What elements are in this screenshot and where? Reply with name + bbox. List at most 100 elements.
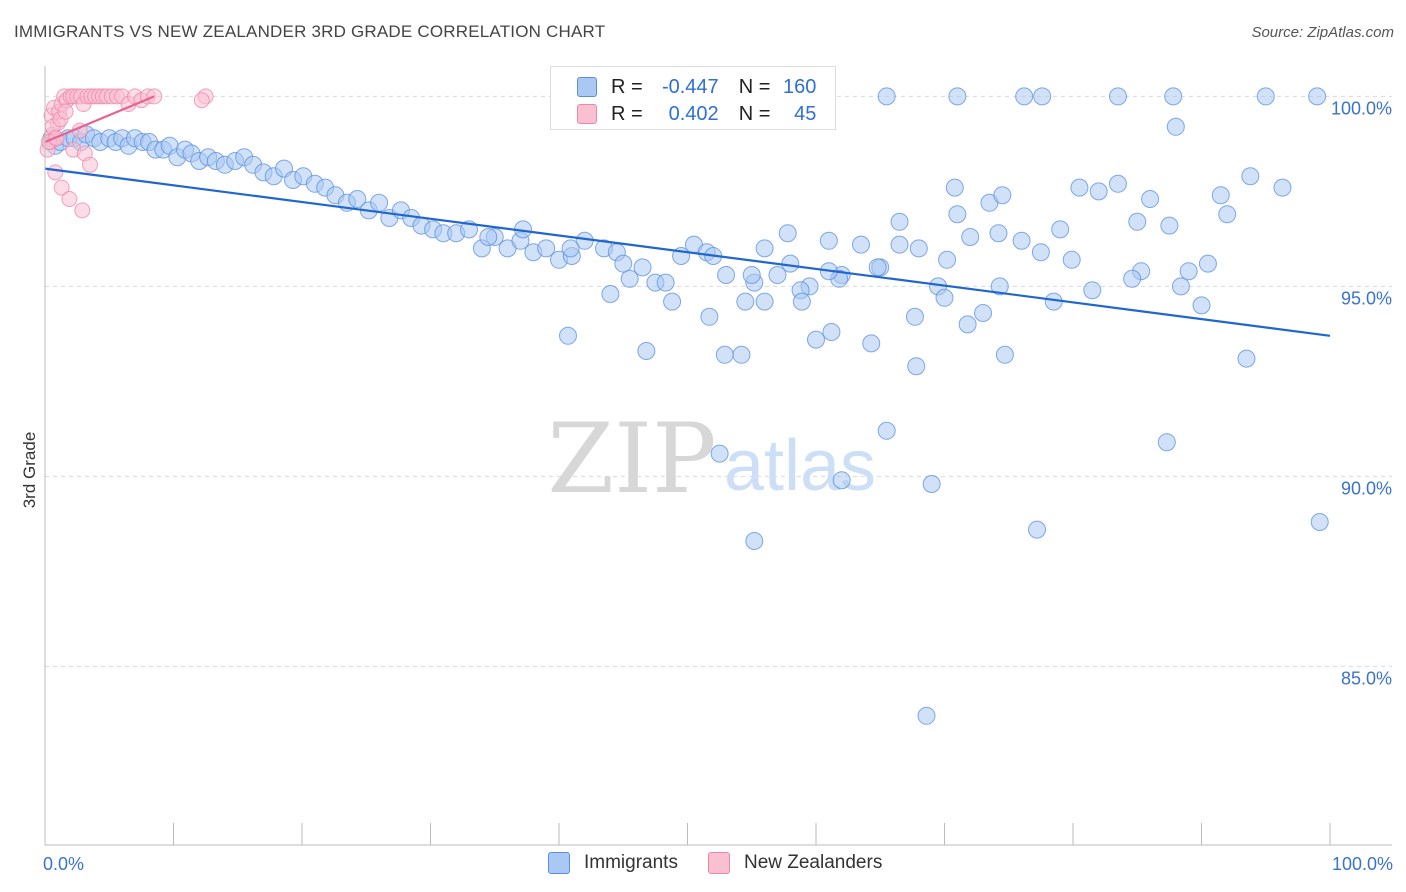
immigrants-point bbox=[995, 345, 1014, 364]
immigrants-point bbox=[736, 292, 755, 311]
immigrants-point bbox=[862, 334, 881, 353]
legend-row-new-zealanders: R = 0.402 N = 45 bbox=[577, 101, 816, 127]
immigrants-point bbox=[601, 285, 620, 303]
immigrants-point bbox=[868, 258, 887, 277]
immigrants-point bbox=[781, 254, 800, 273]
immigrants-point bbox=[1211, 186, 1230, 205]
legend-immigrants-label: Immigrants bbox=[584, 852, 678, 873]
immigrants-point bbox=[1089, 182, 1108, 201]
immigrants-point bbox=[1171, 277, 1190, 296]
immigrants-point bbox=[822, 323, 841, 341]
new-zealanders-r-value: 0.402 bbox=[668, 102, 719, 125]
new-zealanders-point bbox=[57, 103, 74, 120]
immigrants-r-value: -0.447 bbox=[661, 75, 719, 98]
immigrants-point bbox=[1160, 216, 1179, 235]
immigrants-point bbox=[479, 228, 498, 246]
immigrants-point bbox=[1256, 87, 1275, 106]
immigrants-point bbox=[989, 224, 1008, 243]
legend-new-zealanders-swatch bbox=[707, 852, 730, 874]
immigrants-point bbox=[348, 190, 367, 208]
y-tick-label: 85.0% bbox=[1341, 668, 1392, 688]
immigrants-point bbox=[1218, 205, 1237, 224]
immigrants-point bbox=[637, 342, 656, 360]
immigrants-point bbox=[755, 292, 774, 311]
immigrants-point bbox=[717, 266, 736, 284]
immigrants-point bbox=[1051, 220, 1070, 239]
immigrants-point bbox=[1179, 262, 1198, 281]
legend-r-label: R = bbox=[611, 102, 643, 125]
immigrants-point bbox=[922, 475, 941, 493]
new-zealanders-point bbox=[74, 202, 91, 219]
immigrants-point bbox=[1308, 87, 1327, 106]
watermark-zip: ZIP bbox=[547, 403, 716, 515]
immigrants-point bbox=[890, 212, 909, 231]
legend-r-label: R = bbox=[611, 75, 643, 98]
x-tick-label: 100.0% bbox=[1332, 854, 1393, 874]
immigrants-point bbox=[974, 304, 993, 322]
immigrants-point bbox=[633, 258, 652, 277]
immigrants-point bbox=[1310, 513, 1329, 531]
immigrants-point bbox=[938, 250, 957, 269]
immigrants-point bbox=[1157, 433, 1176, 452]
immigrants-point bbox=[1166, 117, 1185, 136]
immigrants-swatch bbox=[577, 77, 597, 97]
immigrants-point bbox=[877, 421, 896, 440]
series-legend: Immigrants New Zealanders bbox=[548, 852, 882, 874]
immigrants-point bbox=[792, 292, 811, 311]
source-credit: Source: ZipAtlas.com bbox=[1251, 24, 1394, 41]
immigrants-point bbox=[948, 87, 967, 106]
immigrants-point bbox=[1108, 174, 1127, 193]
watermark-atlas: atlas bbox=[724, 426, 876, 506]
immigrants-point bbox=[1192, 296, 1211, 315]
immigrants-point bbox=[1128, 212, 1147, 231]
legend-row-immigrants: R = -0.447 N = 160 bbox=[577, 74, 816, 100]
immigrants-point bbox=[742, 266, 761, 284]
immigrants-point bbox=[1070, 178, 1089, 197]
immigrants-point bbox=[778, 224, 797, 243]
immigrants-point bbox=[990, 277, 1009, 296]
new-zealanders-point bbox=[193, 92, 210, 109]
immigrants-point bbox=[558, 326, 577, 345]
immigrants-point bbox=[909, 239, 928, 258]
immigrants-point bbox=[1031, 243, 1050, 262]
immigrants-point bbox=[1141, 190, 1160, 208]
immigrants-point bbox=[890, 235, 909, 254]
immigrants-point bbox=[945, 178, 964, 197]
immigrants-trend-line bbox=[44, 167, 1331, 337]
y-tick-label: 90.0% bbox=[1341, 478, 1392, 498]
immigrants-point bbox=[710, 444, 729, 463]
immigrants-point bbox=[851, 235, 870, 254]
immigrants-point bbox=[807, 330, 825, 349]
immigrants-point bbox=[715, 345, 734, 364]
immigrants-point bbox=[745, 532, 764, 550]
immigrants-point bbox=[732, 345, 751, 364]
new-zealanders-trend-line bbox=[44, 95, 155, 144]
immigrants-point bbox=[561, 239, 580, 258]
immigrants-point bbox=[958, 315, 977, 334]
immigrants-point bbox=[905, 307, 924, 326]
immigrants-point bbox=[614, 254, 633, 273]
immigrants-n-value: 160 bbox=[783, 75, 817, 98]
new-zealanders-n-value: 45 bbox=[794, 102, 817, 125]
immigrants-point bbox=[620, 269, 639, 288]
immigrants-point bbox=[1108, 87, 1127, 106]
immigrants-point bbox=[656, 273, 675, 292]
y-tick-label: 95.0% bbox=[1341, 288, 1392, 308]
legend-n-label: N = bbox=[738, 102, 771, 125]
immigrants-point bbox=[1062, 250, 1081, 269]
immigrants-point bbox=[370, 193, 389, 212]
immigrants-point bbox=[948, 205, 967, 224]
immigrants-point bbox=[819, 231, 838, 250]
x-tick-label: 0.0% bbox=[43, 854, 84, 874]
immigrants-point bbox=[917, 706, 936, 725]
immigrants-point bbox=[1164, 87, 1183, 106]
immigrants-point bbox=[755, 239, 774, 258]
immigrants-point bbox=[768, 266, 787, 284]
immigrants-point bbox=[1012, 231, 1031, 250]
chart-title: IMMIGRANTS VS NEW ZEALANDER 3RD GRADE CO… bbox=[14, 22, 606, 41]
immigrants-point bbox=[1123, 269, 1142, 288]
immigrants-point bbox=[935, 288, 954, 307]
new-zealanders-point bbox=[53, 179, 70, 196]
legend-n-label: N = bbox=[738, 75, 771, 98]
